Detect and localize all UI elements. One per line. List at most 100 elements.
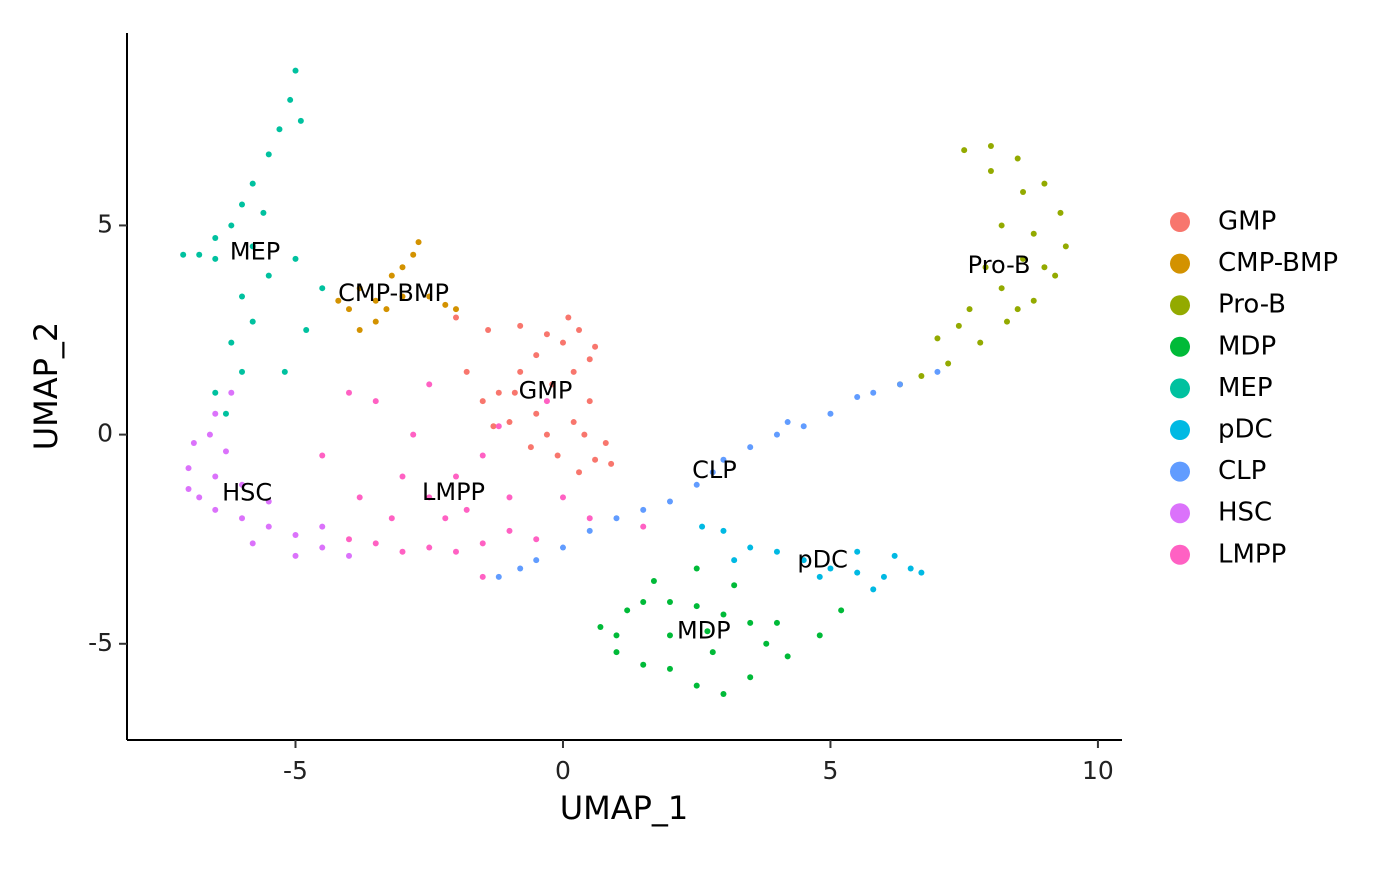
point xyxy=(934,368,941,375)
point xyxy=(228,339,235,346)
point xyxy=(292,552,299,559)
point xyxy=(570,368,577,375)
point xyxy=(1030,230,1037,237)
legend-label: CMP-BMP xyxy=(1218,248,1338,278)
point xyxy=(276,126,283,133)
point xyxy=(763,640,770,647)
point xyxy=(239,481,246,488)
point xyxy=(918,569,925,576)
point xyxy=(426,494,433,501)
point xyxy=(388,272,395,279)
point xyxy=(709,469,716,476)
point xyxy=(495,573,502,580)
point xyxy=(709,649,716,656)
point xyxy=(372,540,379,547)
legend-marker xyxy=(1170,378,1190,399)
legend-marker xyxy=(1170,461,1190,482)
point xyxy=(640,598,647,605)
point xyxy=(1041,180,1048,187)
point xyxy=(896,381,903,388)
point xyxy=(592,343,599,350)
point xyxy=(602,439,609,446)
point xyxy=(228,222,235,229)
point xyxy=(303,327,310,334)
legend-label: MDP xyxy=(1218,331,1276,361)
point xyxy=(517,322,524,329)
point xyxy=(720,527,727,534)
point xyxy=(838,607,845,614)
point xyxy=(319,285,326,292)
cluster-label: LMPP xyxy=(422,478,485,506)
point xyxy=(249,180,256,187)
point xyxy=(586,527,593,534)
cluster-label: GMP xyxy=(519,376,573,404)
point xyxy=(442,301,449,308)
point xyxy=(747,619,754,626)
point xyxy=(666,632,673,639)
point xyxy=(565,314,572,321)
point xyxy=(570,419,577,426)
point xyxy=(747,544,754,551)
point xyxy=(624,607,631,614)
point xyxy=(800,423,807,430)
point xyxy=(592,456,599,463)
point xyxy=(410,251,417,258)
point xyxy=(372,297,379,304)
point xyxy=(356,327,363,334)
point xyxy=(196,251,203,258)
legend-marker xyxy=(1170,420,1190,440)
point xyxy=(410,431,417,438)
point xyxy=(452,548,459,555)
legend-marker xyxy=(1170,336,1190,357)
point xyxy=(399,548,406,555)
point xyxy=(399,264,406,271)
x-axis-title: UMAP_1 xyxy=(560,789,689,827)
point xyxy=(212,389,219,396)
point xyxy=(907,565,914,572)
point xyxy=(479,452,486,459)
point xyxy=(506,494,513,501)
point xyxy=(982,264,989,271)
point xyxy=(292,532,299,539)
point xyxy=(287,96,294,103)
point xyxy=(490,423,497,430)
point xyxy=(640,523,647,530)
point xyxy=(640,661,647,668)
point xyxy=(773,431,780,438)
point xyxy=(998,222,1005,229)
point xyxy=(613,649,620,656)
cluster-label: HSC xyxy=(222,479,272,507)
point xyxy=(239,368,246,375)
legend-marker xyxy=(1170,253,1190,274)
x-tick-label: -5 xyxy=(283,756,308,785)
point xyxy=(415,239,422,246)
point xyxy=(918,373,925,380)
point xyxy=(239,201,246,208)
point xyxy=(586,356,593,363)
point xyxy=(265,272,272,279)
point xyxy=(212,473,219,480)
point xyxy=(666,665,673,672)
point xyxy=(784,419,791,426)
point xyxy=(693,603,700,610)
point xyxy=(239,293,246,300)
point xyxy=(880,573,887,580)
point xyxy=(185,485,192,492)
point xyxy=(185,465,192,472)
point xyxy=(222,448,229,455)
x-tick-label: 5 xyxy=(823,756,839,785)
point xyxy=(549,381,556,388)
point xyxy=(699,523,706,530)
point xyxy=(966,306,973,313)
y-tick-label: 5 xyxy=(97,209,113,238)
point xyxy=(1030,297,1037,304)
point xyxy=(511,389,518,396)
point xyxy=(442,515,449,522)
point xyxy=(854,393,861,400)
point xyxy=(212,506,219,513)
point xyxy=(1041,264,1048,271)
point xyxy=(495,423,502,430)
point xyxy=(1020,188,1027,195)
point xyxy=(816,632,823,639)
